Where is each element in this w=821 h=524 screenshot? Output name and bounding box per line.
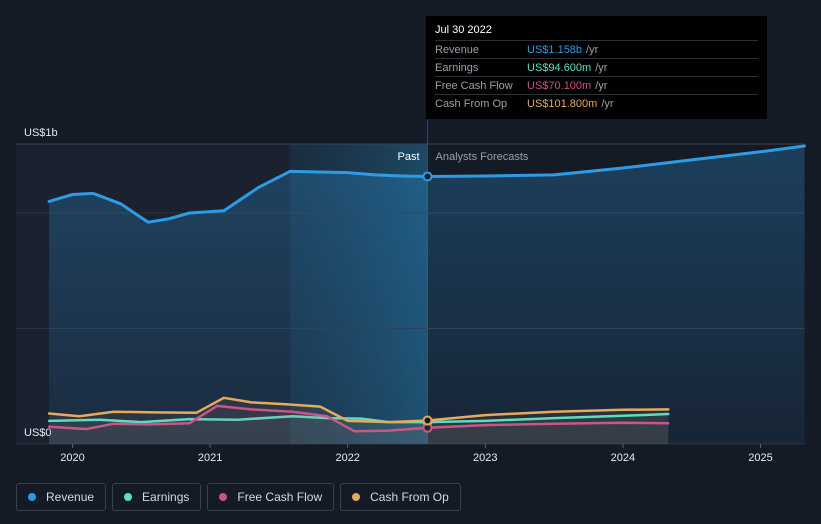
past-label: Past <box>397 151 419 163</box>
series-area-revenue <box>49 146 805 444</box>
tooltip-value: US$70.100m <box>527 79 592 92</box>
tooltip-label: Earnings <box>435 61 479 74</box>
legend-item-free-cash-flow[interactable]: Free Cash Flow <box>207 483 335 511</box>
legend-label: Earnings <box>142 490 190 504</box>
x-tick-label: 2020 <box>60 452 84 464</box>
series-line-free-cash-flow <box>47 404 670 433</box>
forecast-label: Analysts Forecasts <box>436 151 529 163</box>
tooltip: Jul 30 2022 Revenue US$1.158b /yr Earnin… <box>426 16 767 119</box>
legend-dot-icon <box>352 493 361 501</box>
legend-dot-icon <box>124 493 133 501</box>
legend-label: Cash From Op <box>370 490 449 504</box>
x-tick-label: 2023 <box>473 452 497 464</box>
legend-label: Revenue <box>46 490 95 504</box>
x-tick-label: 2021 <box>198 452 222 464</box>
series-area-earnings <box>49 414 669 444</box>
legend-dot-icon <box>219 493 228 501</box>
series-marker-revenue <box>422 171 433 182</box>
legend-dot-icon <box>28 493 36 501</box>
series-line-cash-from-op <box>47 396 670 424</box>
tooltip-row-fcf: Free Cash Flow US$70.100m /yr <box>435 76 758 94</box>
legend-label: Free Cash Flow <box>237 490 323 504</box>
tooltip-row-cfo: Cash From Op US$101.800m /yr <box>435 94 758 112</box>
tooltip-label: Free Cash Flow <box>435 79 513 92</box>
legend-item-revenue[interactable]: Revenue <box>16 483 107 511</box>
legend-item-earnings[interactable]: Earnings <box>112 483 202 511</box>
series-marker-cash-from-op <box>422 415 433 426</box>
tooltip-label: Cash From Op <box>435 97 508 110</box>
tooltip-value: US$101.800m <box>527 97 598 110</box>
tooltip-unit: /yr <box>595 79 608 92</box>
tooltip-unit: /yr <box>595 61 608 74</box>
tooltip-label: Revenue <box>435 43 480 56</box>
y-axis-label-top: US$1b <box>24 127 58 139</box>
tooltip-unit: /yr <box>601 97 614 110</box>
tooltip-row-revenue: Revenue US$1.158b /yr <box>435 40 758 58</box>
legend: Revenue Earnings Free Cash Flow Cash Fro… <box>16 483 461 511</box>
tooltip-date: Jul 30 2022 <box>435 24 492 36</box>
y-axis-label-zero: US$0 <box>24 427 52 439</box>
legend-item-cash-from-op[interactable]: Cash From Op <box>340 483 461 511</box>
tooltip-value: US$1.158b <box>527 43 583 56</box>
tooltip-unit: /yr <box>586 43 599 56</box>
series-line-revenue <box>47 144 806 224</box>
x-tick-label: 2024 <box>611 452 635 464</box>
x-tick-label: 2022 <box>335 452 359 464</box>
tooltip-value: US$94.600m <box>527 61 592 74</box>
x-tick-label: 2025 <box>748 452 772 464</box>
tooltip-row-earnings: Earnings US$94.600m /yr <box>435 58 758 76</box>
